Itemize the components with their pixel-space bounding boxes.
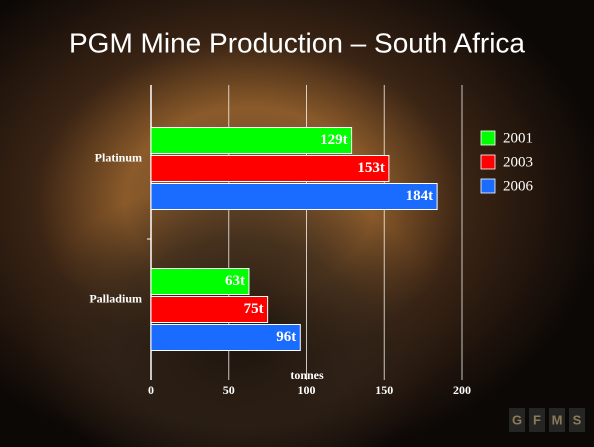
chart-title: PGM Mine Production – South Africa	[69, 27, 525, 58]
bar	[150, 155, 390, 182]
legend-label: 2001	[503, 130, 533, 146]
y-tick-label: Palladium	[89, 291, 142, 305]
logo-letter: F	[533, 412, 541, 427]
data-label: 184t	[406, 188, 434, 204]
legend-swatch	[480, 154, 496, 170]
bar	[150, 268, 250, 295]
x-tick-label: 150	[375, 383, 393, 397]
logo-letter: S	[573, 412, 582, 427]
bar	[150, 183, 438, 210]
bar	[150, 324, 301, 351]
y-tick-label: Platinum	[95, 150, 142, 164]
data-label: 75t	[244, 301, 264, 317]
x-axis-label: tonnes	[290, 368, 324, 382]
data-label: 63t	[225, 273, 245, 289]
logo-box	[549, 408, 565, 432]
data-label: 153t	[357, 160, 385, 176]
logo-letter: M	[552, 412, 563, 427]
x-tick-label: 50	[223, 383, 235, 397]
legend-swatch	[480, 130, 496, 146]
logo-box	[509, 408, 525, 432]
x-tick-label: 100	[298, 383, 316, 397]
logo-letter: G	[512, 412, 522, 427]
logo-box	[529, 408, 545, 432]
x-tick-label: 0	[148, 383, 154, 397]
legend-label: 2003	[503, 154, 533, 170]
bar	[150, 296, 269, 323]
legend-swatch	[480, 178, 496, 194]
logo-box	[569, 408, 585, 432]
x-tick-label: 200	[453, 383, 471, 397]
data-label: 129t	[320, 132, 348, 148]
bar	[150, 127, 353, 154]
legend-label: 2006	[503, 178, 534, 194]
data-label: 96t	[276, 329, 296, 345]
